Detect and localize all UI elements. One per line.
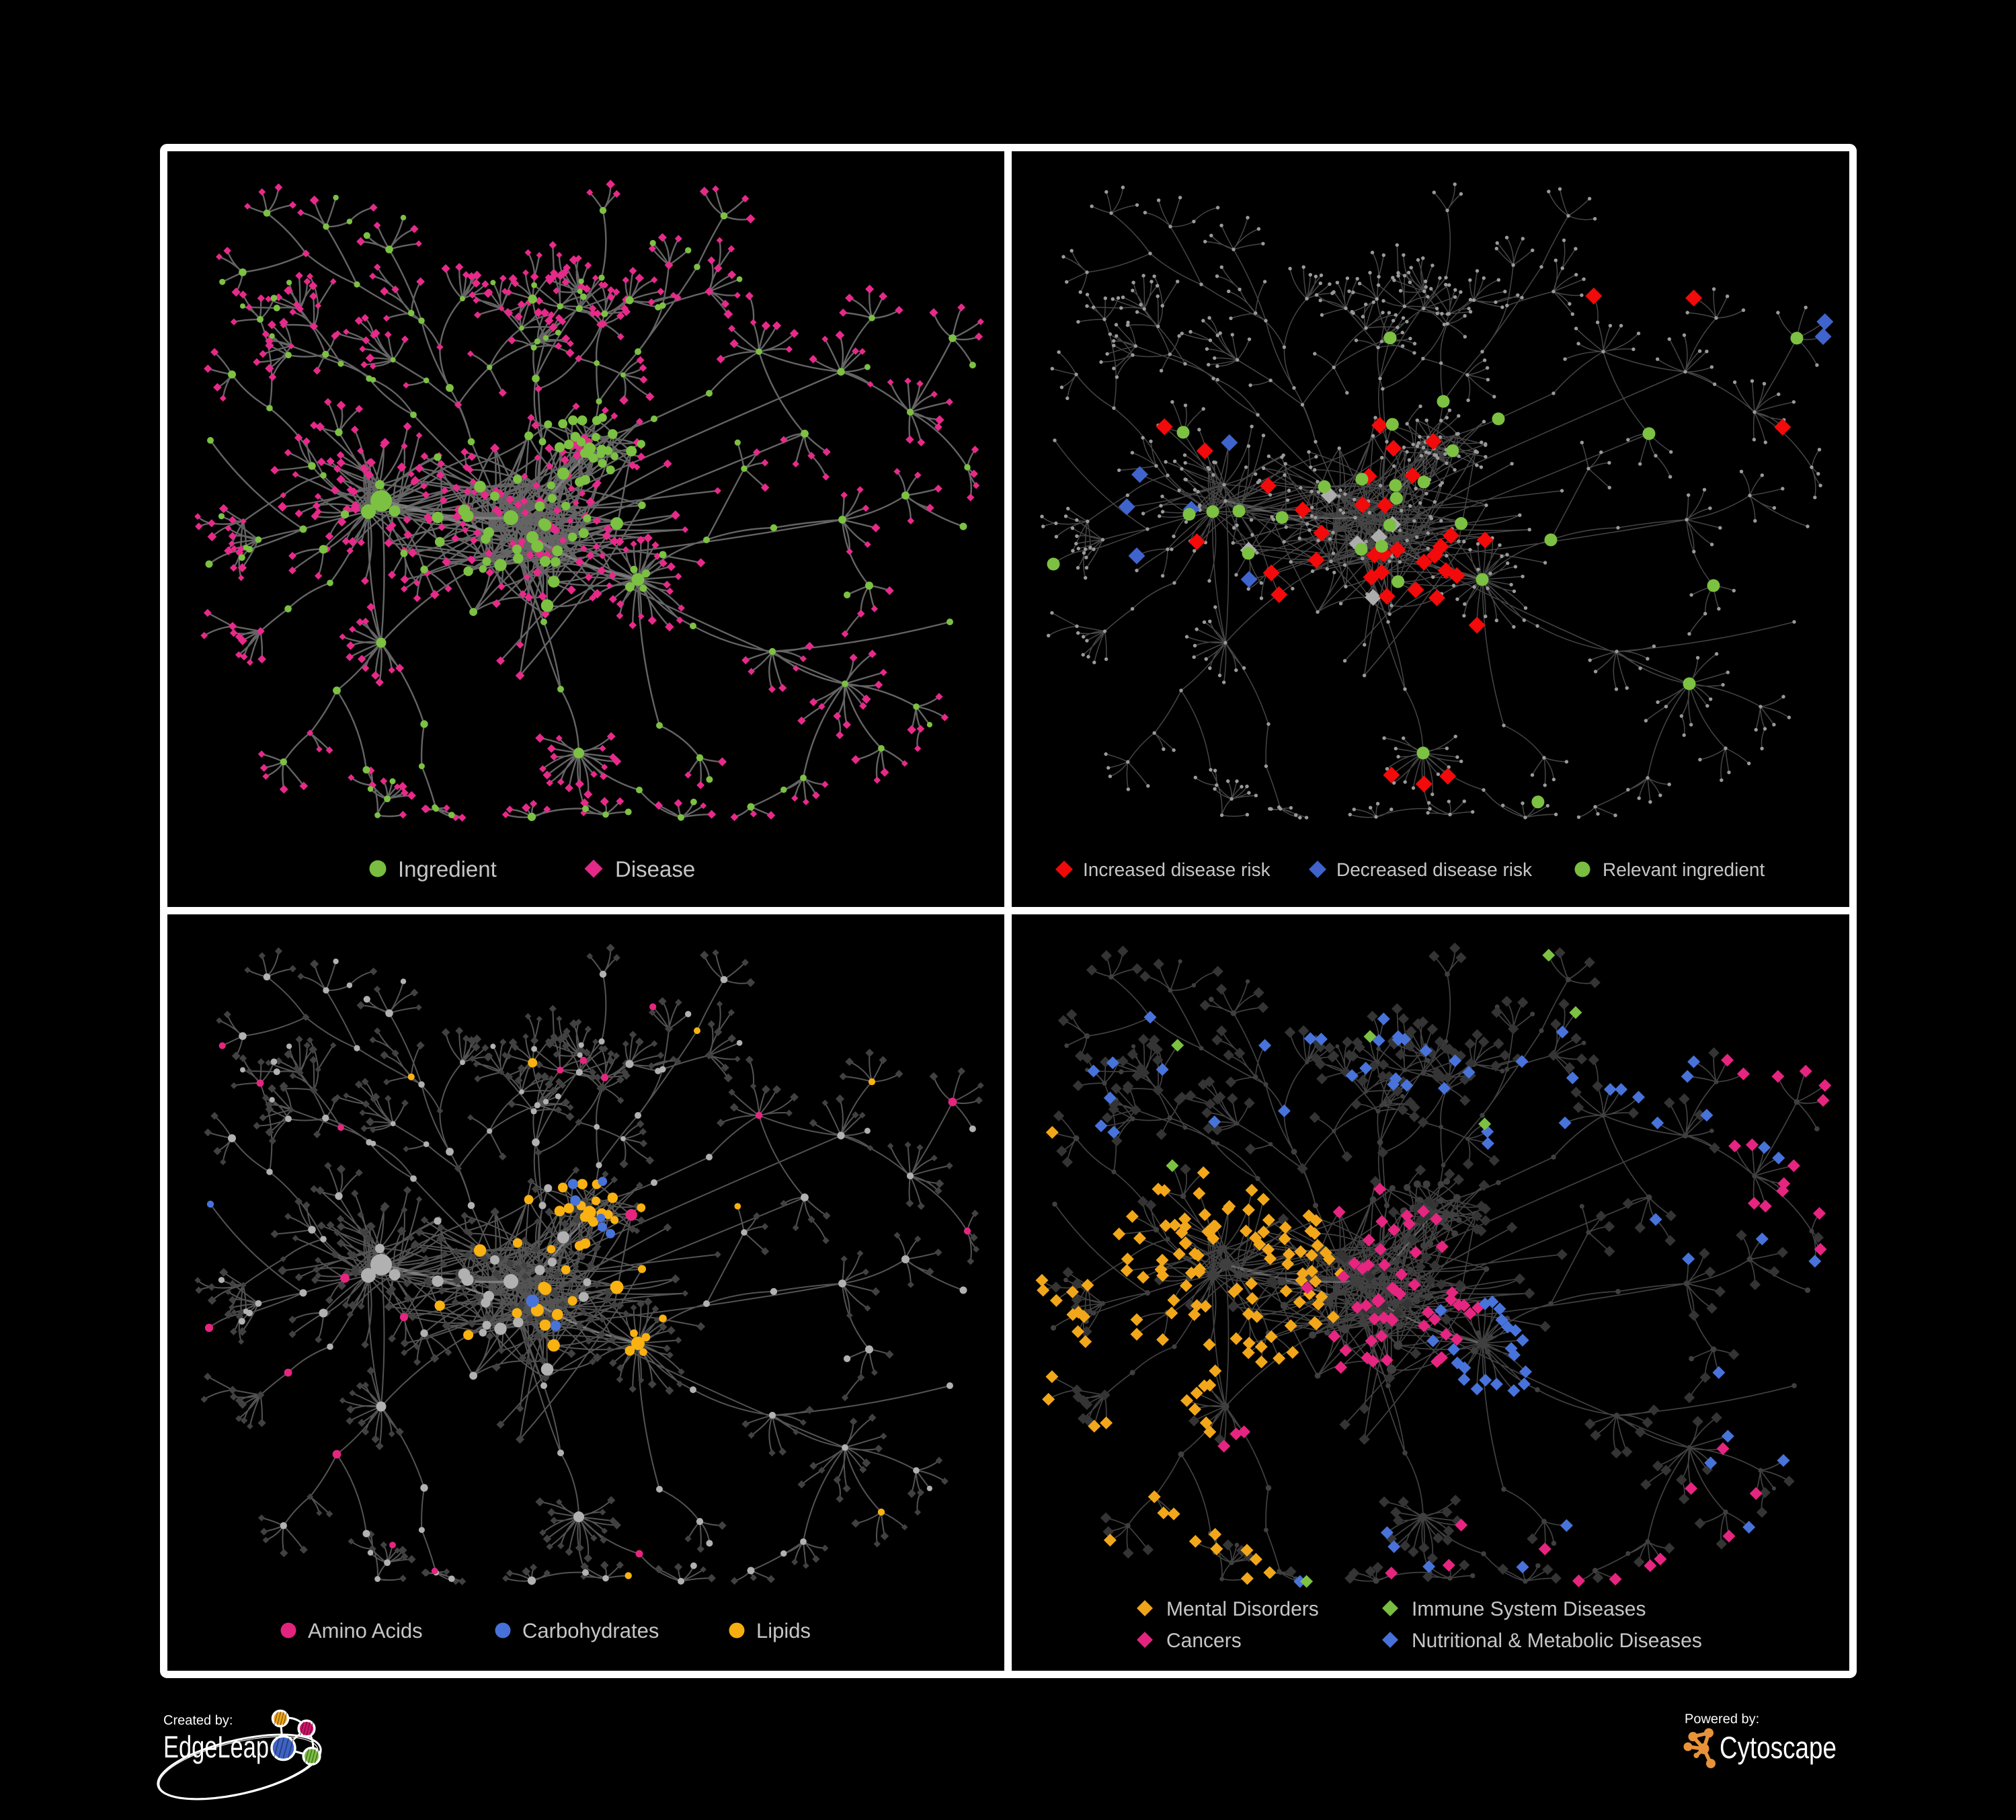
svg-text:Amino Acids: Amino Acids — [308, 1619, 423, 1643]
svg-text:Relevant ingredient: Relevant ingredient — [1603, 859, 1765, 880]
svg-text:Mental Disorders: Mental Disorders — [1166, 1598, 1319, 1620]
svg-text:Decreased disease risk: Decreased disease risk — [1336, 859, 1533, 880]
svg-text:Disease: Disease — [615, 857, 695, 881]
svg-text:EdgeLeap: EdgeLeap — [163, 1729, 269, 1764]
svg-text:Immune System Diseases: Immune System Diseases — [1412, 1598, 1646, 1620]
svg-text:Cancers: Cancers — [1166, 1630, 1242, 1652]
svg-text:Nutritional & Metabolic Diseas: Nutritional & Metabolic Diseases — [1412, 1630, 1702, 1652]
svg-text:Increased disease risk: Increased disease risk — [1083, 859, 1271, 880]
svg-text:Ingredient: Ingredient — [398, 857, 497, 881]
svg-text:Carbohydrates: Carbohydrates — [522, 1619, 659, 1643]
svg-text:Lipids: Lipids — [756, 1619, 811, 1643]
svg-text:Created by:: Created by: — [163, 1713, 233, 1728]
svg-text:Powered by:: Powered by: — [1685, 1712, 1759, 1727]
svg-text:Cytoscape: Cytoscape — [1720, 1730, 1837, 1765]
